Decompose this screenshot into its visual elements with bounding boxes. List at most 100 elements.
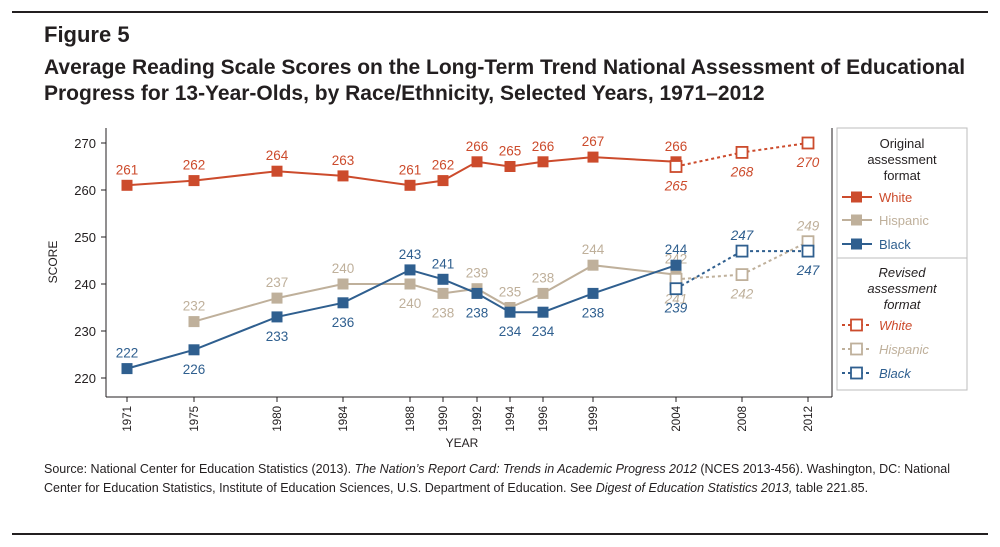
data-label-white-original-1996: 266 [532, 139, 555, 154]
point-black-original-1999 [587, 287, 599, 299]
data-label-white-original-1990: 262 [432, 158, 455, 173]
source-report-title: The Nation’s Report Card: Trends in Acad… [354, 462, 697, 476]
legend-original-heading-line-3: format [884, 168, 921, 183]
point-hispanic-original-1990 [437, 287, 449, 299]
y-tick-label-270: 270 [74, 136, 96, 151]
point-hispanic-revised-2008 [735, 268, 749, 282]
data-label-white-original-1971: 261 [116, 162, 139, 177]
source-text-2: (NCES 2013-456). Washington, DC: Nationa… [44, 462, 950, 495]
point-white-original-1971 [121, 179, 133, 191]
x-tick-label-2012: 2012 [803, 406, 815, 432]
legend: OriginalassessmentformatRevisedassessmen… [836, 127, 968, 391]
point-white-original-1980 [271, 165, 283, 177]
data-label-black-original-1996: 234 [532, 324, 555, 339]
point-white-original-1984 [337, 170, 349, 182]
legend-revised-heading-line-1: Revised [879, 265, 927, 280]
x-tick-label-1971: 1971 [122, 406, 134, 432]
point-black-original-1988 [404, 264, 416, 276]
data-label-black-original-1971: 222 [116, 346, 139, 361]
data-label-black-original-1980: 233 [266, 329, 289, 344]
legend-label-black-original: Black [879, 237, 911, 252]
x-tick-label-1990: 1990 [438, 406, 450, 432]
point-black-original-1990 [437, 273, 449, 285]
data-label-black-revised-2004: 239 [664, 301, 688, 316]
legend-label-hispanic-revised: Hispanic [879, 342, 929, 357]
point-black-original-1996 [537, 306, 549, 318]
data-label-hispanic-original-1984: 240 [332, 261, 355, 276]
point-black-original-2004 [670, 259, 682, 271]
data-label-black-original-1988: 243 [399, 247, 422, 262]
x-axis-title: YEAR [446, 436, 479, 450]
point-hispanic-original-1975 [188, 316, 200, 328]
x-tick-label-1996: 1996 [538, 406, 550, 432]
data-label-white-original-1975: 262 [183, 158, 206, 173]
data-label-white-revised-2004: 265 [664, 179, 688, 194]
x-tick-label-1975: 1975 [189, 406, 201, 432]
point-white-original-1975 [188, 175, 200, 187]
point-black-revised-2004 [669, 282, 683, 296]
source-digest-title: Digest of Education Statistics 2013, [595, 481, 793, 495]
figure-label: Figure 5 [44, 22, 130, 47]
data-label-hispanic-original-1980: 237 [266, 275, 289, 290]
legend-label-white-original: White [879, 190, 912, 205]
data-label-black-original-2004: 244 [665, 242, 688, 257]
data-label-black-original-1984: 236 [332, 315, 355, 330]
y-tick-label-250: 250 [74, 230, 96, 245]
x-tick-label-1999: 1999 [588, 406, 600, 432]
data-label-hispanic-original-1988: 240 [399, 296, 422, 311]
x-tick-label-1984: 1984 [338, 405, 350, 431]
y-axis-title: SCORE [46, 241, 60, 284]
point-hispanic-original-1996 [537, 287, 549, 299]
chart-container: 220 230 240 250 260 270 1971 1975 1980 1984 1988 19… [46, 127, 968, 450]
data-label-hispanic-original-1996: 238 [532, 270, 555, 285]
figure-title: Average Reading Scale Scores on the Long… [44, 56, 966, 105]
data-label-black-original-1992: 238 [466, 305, 489, 320]
data-label-white-revised-2012: 270 [796, 155, 820, 170]
data-label-hispanic-original-2004: 242 [665, 252, 688, 267]
data-label-hispanic-original-1990: 238 [432, 305, 455, 320]
data-label-hispanic-original-1994: 235 [499, 285, 522, 300]
data-label-white-original-1984: 263 [332, 153, 355, 168]
point-black-original-1984 [337, 297, 349, 309]
point-hispanic-original-1984 [337, 278, 349, 290]
data-label-white-original-1994: 265 [499, 144, 522, 159]
data-label-hispanic-revised-2012: 249 [796, 219, 820, 234]
legend-original-heading-line-1: Original [880, 136, 925, 151]
point-white-original-1988 [404, 179, 416, 191]
source-text-3: table 221.85. [792, 481, 869, 495]
legend-marker-white-revised [850, 318, 863, 332]
point-white-original-1992 [471, 156, 483, 168]
data-label-hispanic-revised-2008: 242 [730, 287, 754, 302]
data-label-black-original-1999: 238 [582, 305, 605, 320]
data-label-white-original-2004: 266 [665, 139, 688, 154]
series-line-hispanic-original [193, 264, 677, 323]
data-label-black-original-1994: 234 [499, 324, 522, 339]
legend-marker-black-revised [850, 366, 863, 380]
legend-revised-heading-line-3: format [884, 297, 922, 312]
point-white-revised-2004 [669, 160, 683, 173]
x-tick-label-1994: 1994 [505, 405, 517, 431]
point-hispanic-original-1999 [587, 259, 599, 271]
point-white-revised-2008 [735, 145, 749, 159]
source-note: Source: National Center for Education St… [44, 460, 984, 498]
data-label-hispanic-original-1975: 232 [183, 299, 206, 314]
x-tick-label-1988: 1988 [405, 406, 417, 432]
data-label-black-revised-2008: 247 [730, 228, 754, 243]
legend-marker-black-original [851, 238, 862, 250]
legend-marker-white-original [851, 191, 862, 203]
data-label-black-revised-2012: 247 [796, 263, 820, 278]
point-black-revised-2008 [735, 244, 749, 258]
point-black-original-1971 [121, 363, 133, 375]
x-tick-label-2008: 2008 [737, 406, 749, 432]
legend-label-hispanic-original: Hispanic [879, 213, 929, 228]
y-tick-label-240: 240 [74, 277, 96, 292]
data-label-white-revised-2008: 268 [730, 164, 754, 179]
x-tick-label-1992: 1992 [472, 406, 484, 432]
legend-label-white-revised: White [879, 318, 912, 333]
data-label-white-original-1988: 261 [399, 162, 422, 177]
x-tick-label-1980: 1980 [272, 406, 284, 432]
point-white-revised-2012 [801, 136, 815, 150]
data-label-hispanic-original-1999: 244 [582, 242, 605, 257]
series-line-black-revised [675, 250, 808, 290]
point-white-original-1994 [504, 161, 516, 172]
